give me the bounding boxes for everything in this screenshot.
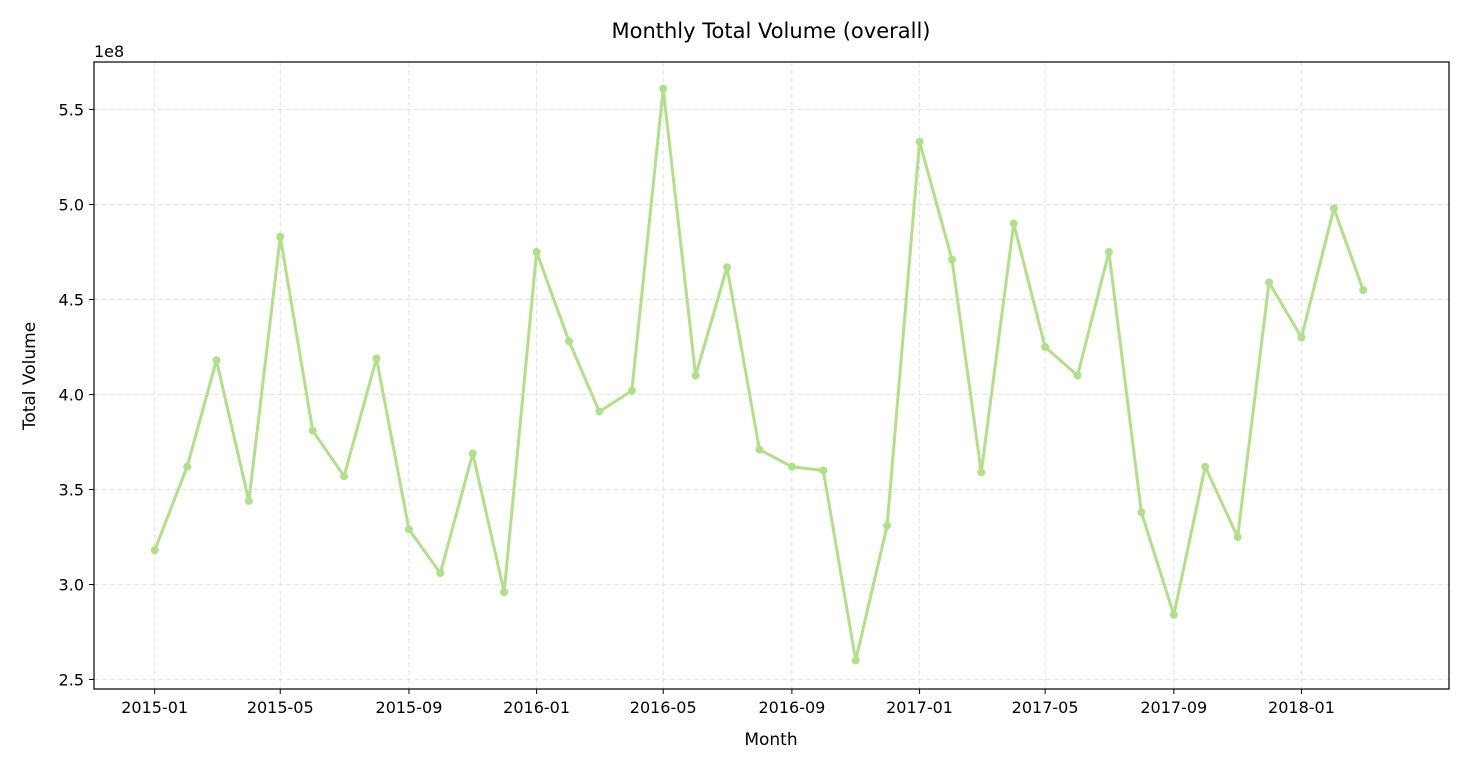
data-point — [1169, 610, 1178, 619]
data-point — [340, 472, 349, 481]
data-point — [468, 449, 477, 458]
series-layer — [150, 84, 1368, 665]
data-point — [500, 588, 509, 597]
y-axis-multiplier: 1e8 — [94, 42, 124, 61]
x-tick-label: 2017-01 — [886, 698, 953, 717]
data-point — [1009, 219, 1018, 228]
data-point — [372, 354, 381, 363]
data-point — [244, 496, 253, 505]
data-point — [595, 407, 604, 416]
data-point — [308, 426, 317, 435]
x-tick-label: 2016-01 — [503, 698, 570, 717]
data-point — [1041, 343, 1050, 351]
x-tick-label: 2015-09 — [376, 698, 443, 717]
y-axis-label: Total Volume — [20, 322, 40, 431]
data-point — [755, 445, 764, 454]
grid — [94, 62, 1449, 689]
y-tick-label: 2.5 — [59, 671, 84, 690]
plot-frame — [93, 61, 1450, 690]
x-tick-label: 2015-05 — [247, 698, 314, 717]
data-point — [1233, 533, 1242, 541]
data-point — [659, 84, 668, 93]
data-point — [1073, 371, 1082, 380]
data-point — [1137, 508, 1146, 517]
x-tick-label: 2017-05 — [1012, 698, 1079, 717]
data-point — [1297, 333, 1306, 342]
data-point — [977, 468, 986, 477]
data-point — [723, 263, 732, 272]
data-point — [627, 386, 636, 395]
chart-title: Monthly Total Volume (overall) — [611, 19, 930, 43]
data-point — [565, 337, 574, 346]
x-tick-label: 2016-09 — [758, 698, 825, 717]
y-tick-label: 5.0 — [59, 196, 84, 215]
x-tick-label: 2018-01 — [1268, 698, 1335, 717]
x-tick-label: 2016-05 — [630, 698, 697, 717]
series-line — [153, 87, 1365, 662]
x-tick-label: 2017-09 — [1140, 698, 1207, 717]
axes: 2015-01 2015-05 2015-09 2016-01 2016-05 2016-… — [59, 61, 1450, 717]
data-point — [212, 356, 221, 365]
data-point — [1265, 278, 1274, 287]
y-tick-label: 3.0 — [59, 576, 84, 595]
data-point — [1104, 248, 1113, 256]
data-point — [947, 255, 956, 264]
data-point — [819, 466, 828, 475]
data-point — [532, 248, 541, 256]
data-point — [404, 525, 413, 534]
y-tick-label: 4.0 — [59, 386, 84, 405]
x-axis-label: Month — [744, 730, 797, 750]
data-point — [1329, 204, 1338, 213]
data-point — [150, 546, 159, 555]
data-point — [851, 656, 860, 665]
data-point — [1359, 286, 1368, 294]
data-point — [691, 371, 700, 380]
data-point — [1201, 462, 1210, 471]
data-point — [883, 521, 892, 530]
x-tick-label: 2015-01 — [121, 698, 188, 717]
y-tick-label: 5.5 — [59, 101, 84, 120]
data-point — [436, 569, 445, 578]
data-point — [915, 137, 924, 146]
y-tick-label: 4.5 — [59, 291, 84, 310]
y-tick-label: 3.5 — [59, 481, 84, 500]
data-point — [183, 462, 192, 471]
data-point — [276, 232, 285, 241]
data-point — [787, 462, 796, 471]
